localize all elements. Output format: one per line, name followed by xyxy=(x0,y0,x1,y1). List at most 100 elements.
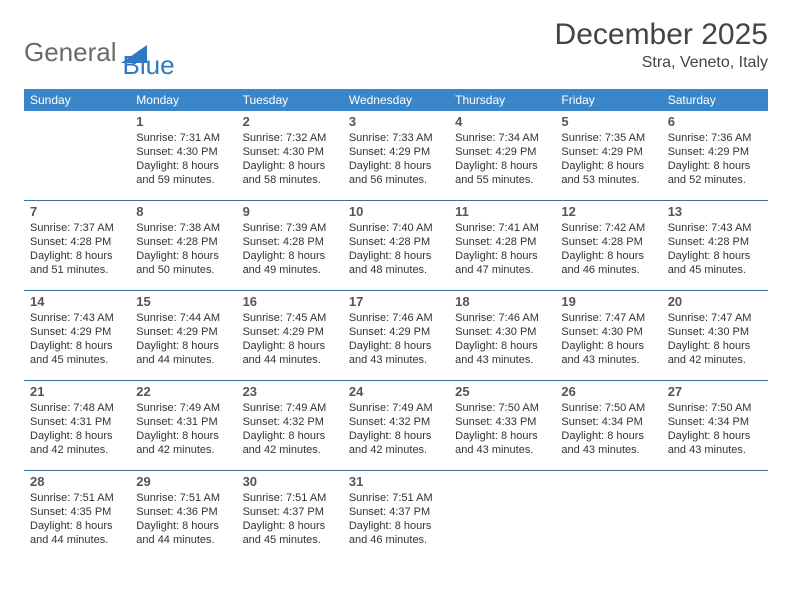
calendar-cell: 3Sunrise: 7:33 AMSunset: 4:29 PMDaylight… xyxy=(343,111,449,201)
day-number: 14 xyxy=(30,294,124,309)
calendar-cell: 29 Sunrise: 7:51 AMSunset: 4:36 PMDayligh… xyxy=(130,471,236,561)
calendar-cell: 12 Sunrise: 7:42 AMSunset: 4:28 PMDayligh… xyxy=(555,201,661,291)
day-details: Sunrise: 7:43 AMSunset: 4:29 PMDaylight:… xyxy=(30,311,124,367)
day-number: 9 xyxy=(243,204,337,219)
calendar-row: 28 Sunrise: 7:51 AMSunset: 4:35 PMDayligh… xyxy=(24,471,768,561)
day-details: Sunrise: 7:32 AMSunset: 4:30 PMDaylight:… xyxy=(243,131,337,187)
day-number: 29 xyxy=(136,474,230,489)
calendar-page: General Blue December 2025 Stra, Veneto,… xyxy=(0,0,792,612)
calendar-cell: 8 Sunrise: 7:38 AMSunset: 4:28 PMDaylight… xyxy=(130,201,236,291)
day-number: 20 xyxy=(668,294,762,309)
day-details: Sunrise: 7:47 AMSunset: 4:30 PMDaylight:… xyxy=(561,311,655,367)
calendar-row: 7 Sunrise: 7:37 AMSunset: 4:28 PMDaylight… xyxy=(24,201,768,291)
calendar-cell: 4 Sunrise: 7:34 AMSunset: 4:29 PMDaylight… xyxy=(449,111,555,201)
calendar-head: SundayMondayTuesdayWednesdayThursdayFrid… xyxy=(24,89,768,111)
calendar-cell: 2Sunrise: 7:32 AMSunset: 4:30 PMDaylight… xyxy=(237,111,343,201)
day-details: Sunrise: 7:36 AMSunset: 4:29 PMDaylight:… xyxy=(668,131,762,187)
day-details: Sunrise: 7:51 AMSunset: 4:37 PMDaylight:… xyxy=(243,491,337,547)
day-details: Sunrise: 7:39 AMSunset: 4:28 PMDaylight:… xyxy=(243,221,337,277)
day-details: Sunrise: 7:45 AMSunset: 4:29 PMDaylight:… xyxy=(243,311,337,367)
day-number: 6 xyxy=(668,114,762,129)
day-details: Sunrise: 7:40 AMSunset: 4:28 PMDaylight:… xyxy=(349,221,443,277)
day-number: 30 xyxy=(243,474,337,489)
day-number: 21 xyxy=(30,384,124,399)
calendar-cell: 13 Sunrise: 7:43 AMSunset: 4:28 PMDayligh… xyxy=(662,201,768,291)
calendar-cell: 15 Sunrise: 7:44 AMSunset: 4:29 PMDayligh… xyxy=(130,291,236,381)
calendar-cell xyxy=(449,471,555,561)
calendar-cell: 22 Sunrise: 7:49 AMSunset: 4:31 PMDayligh… xyxy=(130,381,236,471)
day-details: Sunrise: 7:38 AMSunset: 4:28 PMDaylight:… xyxy=(136,221,230,277)
day-number: 24 xyxy=(349,384,443,399)
header: General Blue December 2025 Stra, Veneto,… xyxy=(24,18,768,81)
day-number: 3 xyxy=(349,114,443,129)
day-number: 19 xyxy=(561,294,655,309)
day-number: 17 xyxy=(349,294,443,309)
day-number: 15 xyxy=(136,294,230,309)
day-details: Sunrise: 7:37 AMSunset: 4:28 PMDaylight:… xyxy=(30,221,124,277)
day-details: Sunrise: 7:34 AMSunset: 4:29 PMDaylight:… xyxy=(455,131,549,187)
calendar-cell: 18 Sunrise: 7:46 AMSunset: 4:30 PMDayligh… xyxy=(449,291,555,381)
calendar-cell: 31Sunrise: 7:51 AMSunset: 4:37 PMDayligh… xyxy=(343,471,449,561)
day-details: Sunrise: 7:41 AMSunset: 4:28 PMDaylight:… xyxy=(455,221,549,277)
day-details: Sunrise: 7:47 AMSunset: 4:30 PMDaylight:… xyxy=(668,311,762,367)
page-title: December 2025 xyxy=(555,18,768,52)
logo: General Blue xyxy=(24,18,175,81)
calendar-cell: 30 Sunrise: 7:51 AMSunset: 4:37 PMDayligh… xyxy=(237,471,343,561)
calendar-cell: 5Sunrise: 7:35 AMSunset: 4:29 PMDaylight… xyxy=(555,111,661,201)
calendar-cell: 10Sunrise: 7:40 AMSunset: 4:28 PMDayligh… xyxy=(343,201,449,291)
day-details: Sunrise: 7:43 AMSunset: 4:28 PMDaylight:… xyxy=(668,221,762,277)
day-details: Sunrise: 7:35 AMSunset: 4:29 PMDaylight:… xyxy=(561,131,655,187)
day-header: Thursday xyxy=(449,89,555,111)
calendar-cell: 17 Sunrise: 7:46 AMSunset: 4:29 PMDayligh… xyxy=(343,291,449,381)
day-header: Friday xyxy=(555,89,661,111)
calendar-cell: 24 Sunrise: 7:49 AMSunset: 4:32 PMDayligh… xyxy=(343,381,449,471)
day-number: 8 xyxy=(136,204,230,219)
day-number: 12 xyxy=(561,204,655,219)
calendar-cell: 6 Sunrise: 7:36 AMSunset: 4:29 PMDaylight… xyxy=(662,111,768,201)
day-details: Sunrise: 7:42 AMSunset: 4:28 PMDaylight:… xyxy=(561,221,655,277)
day-header: Wednesday xyxy=(343,89,449,111)
day-details: Sunrise: 7:48 AMSunset: 4:31 PMDaylight:… xyxy=(30,401,124,457)
day-number: 26 xyxy=(561,384,655,399)
day-number: 13 xyxy=(668,204,762,219)
calendar-cell: 21 Sunrise: 7:48 AMSunset: 4:31 PMDayligh… xyxy=(24,381,130,471)
day-details: Sunrise: 7:46 AMSunset: 4:29 PMDaylight:… xyxy=(349,311,443,367)
calendar-row: 1 Sunrise: 7:31 AMSunset: 4:30 PMDaylight… xyxy=(24,111,768,201)
day-number: 1 xyxy=(136,114,230,129)
calendar-cell: 11 Sunrise: 7:41 AMSunset: 4:28 PMDayligh… xyxy=(449,201,555,291)
day-number: 23 xyxy=(243,384,337,399)
day-number: 7 xyxy=(30,204,124,219)
day-header: Tuesday xyxy=(237,89,343,111)
day-details: Sunrise: 7:51 AMSunset: 4:36 PMDaylight:… xyxy=(136,491,230,547)
calendar-cell xyxy=(24,111,130,201)
calendar-cell: 26 Sunrise: 7:50 AMSunset: 4:34 PMDayligh… xyxy=(555,381,661,471)
calendar-cell: 28 Sunrise: 7:51 AMSunset: 4:35 PMDayligh… xyxy=(24,471,130,561)
calendar-cell: 9 Sunrise: 7:39 AMSunset: 4:28 PMDaylight… xyxy=(237,201,343,291)
calendar-cell: 16Sunrise: 7:45 AMSunset: 4:29 PMDayligh… xyxy=(237,291,343,381)
day-number: 11 xyxy=(455,204,549,219)
calendar-cell xyxy=(555,471,661,561)
calendar-cell: 23Sunrise: 7:49 AMSunset: 4:32 PMDayligh… xyxy=(237,381,343,471)
title-block: December 2025 Stra, Veneto, Italy xyxy=(555,18,768,72)
day-number: 18 xyxy=(455,294,549,309)
day-details: Sunrise: 7:44 AMSunset: 4:29 PMDaylight:… xyxy=(136,311,230,367)
day-details: Sunrise: 7:50 AMSunset: 4:34 PMDaylight:… xyxy=(561,401,655,457)
day-number: 27 xyxy=(668,384,762,399)
logo-text-post: Blue xyxy=(123,50,175,81)
day-details: Sunrise: 7:50 AMSunset: 4:34 PMDaylight:… xyxy=(668,401,762,457)
day-number: 4 xyxy=(455,114,549,129)
day-details: Sunrise: 7:31 AMSunset: 4:30 PMDaylight:… xyxy=(136,131,230,187)
day-header: Sunday xyxy=(24,89,130,111)
day-number: 22 xyxy=(136,384,230,399)
calendar-cell: 14 Sunrise: 7:43 AMSunset: 4:29 PMDayligh… xyxy=(24,291,130,381)
day-details: Sunrise: 7:51 AMSunset: 4:35 PMDaylight:… xyxy=(30,491,124,547)
day-header: Saturday xyxy=(662,89,768,111)
calendar-cell: 27 Sunrise: 7:50 AMSunset: 4:34 PMDayligh… xyxy=(662,381,768,471)
calendar-cell: 1 Sunrise: 7:31 AMSunset: 4:30 PMDaylight… xyxy=(130,111,236,201)
day-details: Sunrise: 7:50 AMSunset: 4:33 PMDaylight:… xyxy=(455,401,549,457)
calendar-cell: 7 Sunrise: 7:37 AMSunset: 4:28 PMDaylight… xyxy=(24,201,130,291)
day-details: Sunrise: 7:49 AMSunset: 4:31 PMDaylight:… xyxy=(136,401,230,457)
day-details: Sunrise: 7:49 AMSunset: 4:32 PMDaylight:… xyxy=(349,401,443,457)
day-number: 28 xyxy=(30,474,124,489)
day-details: Sunrise: 7:46 AMSunset: 4:30 PMDaylight:… xyxy=(455,311,549,367)
